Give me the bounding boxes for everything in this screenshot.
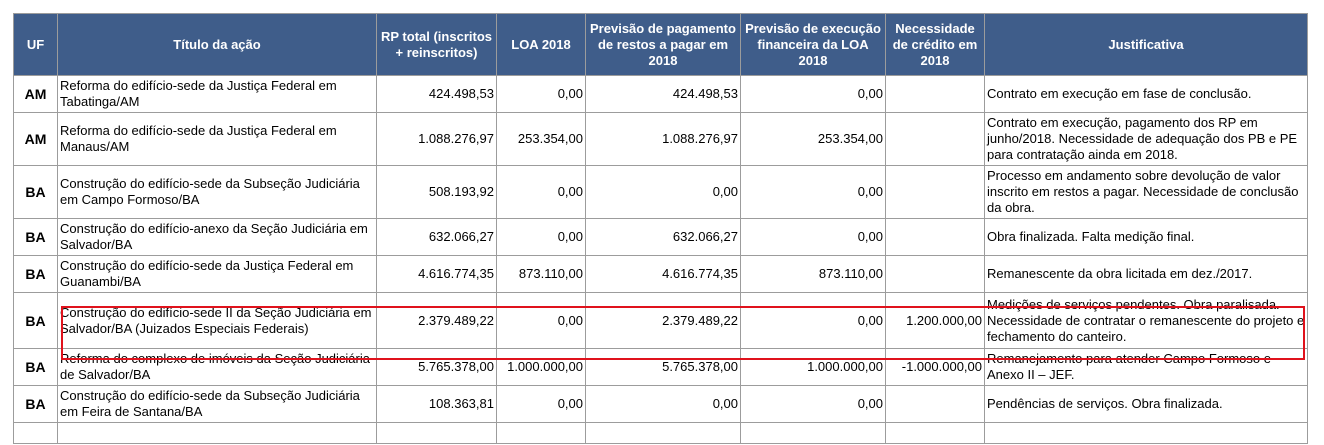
- cell-justificativa: Processo em andamento sobre devolução de…: [984, 165, 1308, 219]
- cell-prev-pagamento: 632.066,27: [585, 218, 741, 256]
- table-row: BA Construção do edifício-anexo da Seção…: [13, 218, 1308, 256]
- cell-empty: [57, 422, 377, 444]
- cell-titulo: Reforma do edifício-sede da Justiça Fede…: [57, 75, 377, 113]
- table-row: AM Reforma do edifício-sede da Justiça F…: [13, 75, 1308, 113]
- cell-prev-pagamento: 0,00: [585, 165, 741, 219]
- cell-prev-pagamento: 0,00: [585, 385, 741, 423]
- cell-justificativa: Remanejamento para atender Campo Formoso…: [984, 348, 1308, 386]
- cell-prev-execucao: 0,00: [740, 218, 886, 256]
- table-row: BA Construção do edifício-sede da Subseç…: [13, 385, 1308, 423]
- cell-prev-pagamento: 424.498,53: [585, 75, 741, 113]
- header-prev-pagamento: Previsão de pagamento de restos a pagar …: [585, 13, 741, 76]
- cell-uf: BA: [13, 165, 58, 219]
- budget-table: UF Título da ação RP total (inscritos + …: [13, 13, 1308, 444]
- cell-prev-execucao: 253.354,00: [740, 112, 886, 166]
- cell-prev-execucao: 0,00: [740, 75, 886, 113]
- cell-titulo: Reforma do complexo de imóveis da Seção …: [57, 348, 377, 386]
- cell-rp-total: 4.616.774,35: [376, 255, 497, 293]
- cell-titulo: Construção do edifício-sede da Subseção …: [57, 165, 377, 219]
- cell-necessidade: [885, 112, 985, 166]
- cell-necessidade: [885, 165, 985, 219]
- cell-necessidade: [885, 75, 985, 113]
- cell-prev-execucao: 0,00: [740, 385, 886, 423]
- cell-prev-pagamento: 2.379.489,22: [585, 292, 741, 349]
- cell-loa: 873.110,00: [496, 255, 586, 293]
- cell-justificativa: Contrato em execução, pagamento dos RP e…: [984, 112, 1308, 166]
- cell-loa: 0,00: [496, 292, 586, 349]
- cell-rp-total: 1.088.276,97: [376, 112, 497, 166]
- cell-rp-total: 2.379.489,22: [376, 292, 497, 349]
- cell-empty: [885, 422, 985, 444]
- header-titulo: Título da ação: [57, 13, 377, 76]
- cell-titulo: Construção do edifício-anexo da Seção Ju…: [57, 218, 377, 256]
- cell-loa: 0,00: [496, 218, 586, 256]
- cell-prev-pagamento: 5.765.378,00: [585, 348, 741, 386]
- cell-empty: [585, 422, 741, 444]
- cell-justificativa: Medições de serviços pendentes. Obra par…: [984, 292, 1308, 349]
- cell-loa: 253.354,00: [496, 112, 586, 166]
- cell-uf: BA: [13, 292, 58, 349]
- cell-empty: [376, 422, 497, 444]
- cell-prev-execucao: 0,00: [740, 292, 886, 349]
- cell-empty: [496, 422, 586, 444]
- table-row: AM Reforma do edifício-sede da Justiça F…: [13, 112, 1308, 166]
- cell-uf: BA: [13, 385, 58, 423]
- header-uf: UF: [13, 13, 58, 76]
- cell-justificativa: Pendências de serviços. Obra finalizada.: [984, 385, 1308, 423]
- cell-uf: BA: [13, 218, 58, 256]
- cell-rp-total: 508.193,92: [376, 165, 497, 219]
- cell-uf: AM: [13, 75, 58, 113]
- cell-necessidade: [885, 255, 985, 293]
- table-row-highlighted: BA Construção do edifício-sede II da Seç…: [13, 292, 1308, 349]
- cell-justificativa: Remanescente da obra licitada em dez./20…: [984, 255, 1308, 293]
- table-row: BA Construção do edifício-sede da Subseç…: [13, 165, 1308, 219]
- table-header-row: UF Título da ação RP total (inscritos + …: [13, 13, 1308, 76]
- cell-prev-execucao: 0,00: [740, 165, 886, 219]
- header-loa: LOA 2018: [496, 13, 586, 76]
- cell-justificativa: Contrato em execução em fase de conclusã…: [984, 75, 1308, 113]
- cell-rp-total: 424.498,53: [376, 75, 497, 113]
- cell-justificativa: Obra finalizada. Falta medição final.: [984, 218, 1308, 256]
- cell-loa: 0,00: [496, 385, 586, 423]
- cell-prev-execucao: 1.000.000,00: [740, 348, 886, 386]
- table-row: BA Reforma do complexo de imóveis da Seç…: [13, 348, 1308, 386]
- cell-uf: BA: [13, 255, 58, 293]
- cell-uf: BA: [13, 348, 58, 386]
- budget-table-wrapper: UF Título da ação RP total (inscritos + …: [13, 13, 1308, 444]
- cell-loa: 0,00: [496, 75, 586, 113]
- cell-rp-total: 108.363,81: [376, 385, 497, 423]
- cell-empty: [13, 422, 58, 444]
- cell-empty: [740, 422, 886, 444]
- header-necessidade: Necessidade de crédito em 2018: [885, 13, 985, 76]
- cell-necessidade: -1.000.000,00: [885, 348, 985, 386]
- cell-rp-total: 632.066,27: [376, 218, 497, 256]
- cell-empty: [984, 422, 1308, 444]
- header-justificativa: Justificativa: [984, 13, 1308, 76]
- cell-uf: AM: [13, 112, 58, 166]
- table-row: BA Construção do edifício-sede da Justiç…: [13, 255, 1308, 293]
- cell-loa: 0,00: [496, 165, 586, 219]
- cell-titulo: Construção do edifício-sede da Subseção …: [57, 385, 377, 423]
- table-row-cut-off: [13, 422, 1308, 444]
- header-rp-total: RP total (inscritos + reinscritos): [376, 13, 497, 76]
- cell-prev-execucao: 873.110,00: [740, 255, 886, 293]
- header-prev-execucao: Previsão de execução financeira da LOA 2…: [740, 13, 886, 76]
- cell-necessidade: [885, 218, 985, 256]
- cell-rp-total: 5.765.378,00: [376, 348, 497, 386]
- cell-loa: 1.000.000,00: [496, 348, 586, 386]
- cell-necessidade: [885, 385, 985, 423]
- cell-titulo: Reforma do edifício-sede da Justiça Fede…: [57, 112, 377, 166]
- cell-necessidade: 1.200.000,00: [885, 292, 985, 349]
- cell-prev-pagamento: 1.088.276,97: [585, 112, 741, 166]
- cell-titulo: Construção do edifício-sede da Justiça F…: [57, 255, 377, 293]
- cell-titulo: Construção do edifício-sede II da Seção …: [57, 292, 377, 349]
- cell-prev-pagamento: 4.616.774,35: [585, 255, 741, 293]
